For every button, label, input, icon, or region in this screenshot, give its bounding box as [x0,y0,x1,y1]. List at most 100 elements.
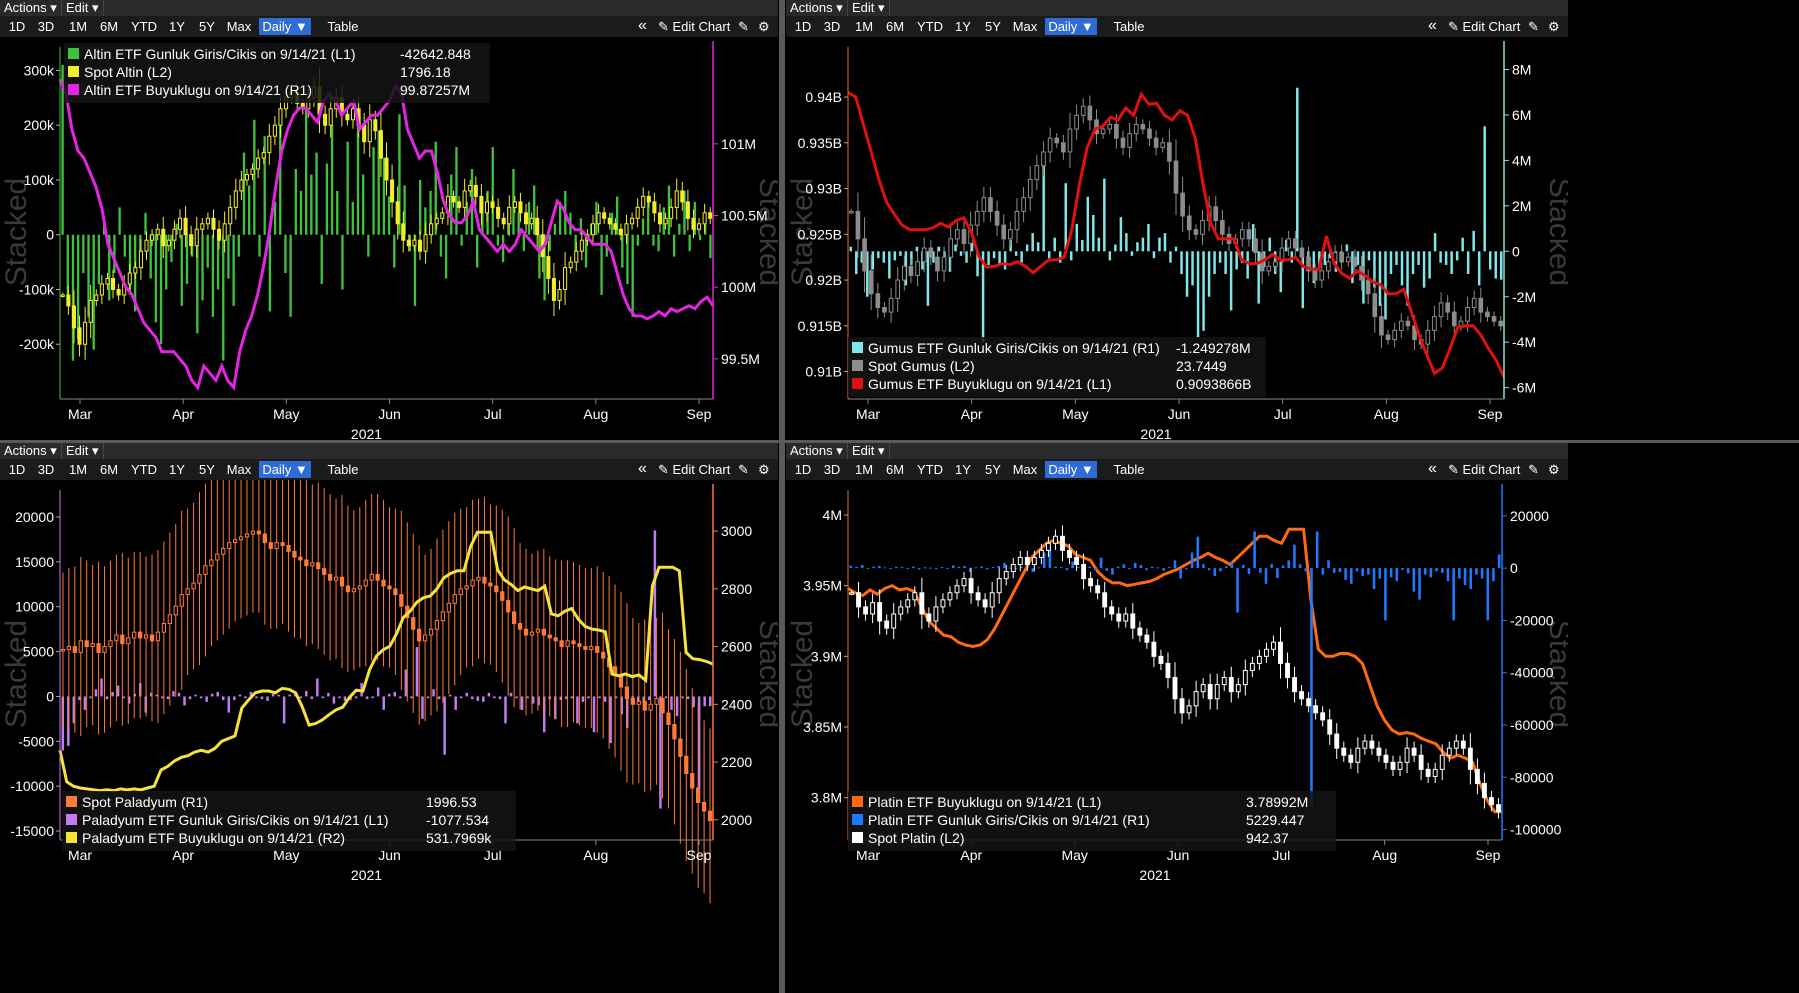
bar [672,234,676,257]
bar [1196,536,1200,569]
edit-menu-button[interactable]: Edit ▾ [62,443,104,459]
bar [520,696,524,710]
candle-body [451,195,456,203]
candle-body [1151,641,1157,657]
table-button[interactable]: Table [1113,462,1145,477]
candle-body [862,238,867,272]
period-select[interactable]: Daily ▼ [259,18,311,35]
bar [166,696,170,700]
bar [923,567,927,569]
range-button-1y[interactable]: 1Y [955,462,971,477]
table-button[interactable]: Table [327,19,359,34]
right-tick-label: 20000 [1510,508,1549,524]
actions-menu-button[interactable]: Actions ▾ [0,0,62,16]
bar [537,696,540,706]
range-button-1m[interactable]: 1M [68,19,88,34]
range-button-1d[interactable]: 1D [8,462,26,477]
settings-gear-icon[interactable]: ⚙ [758,462,770,477]
range-button-max[interactable]: Max [226,19,252,34]
bar [448,694,452,697]
collapse-icon[interactable]: « [638,17,647,34]
range-button-1d[interactable]: 1D [794,19,812,34]
range-button-1d[interactable]: 1D [8,19,26,34]
candle-body [1313,705,1319,714]
range-button-1m[interactable]: 1M [68,462,88,477]
actions-menu-button[interactable]: Actions ▾ [786,443,848,459]
annotate-pencil-icon[interactable]: ✎ [1528,462,1539,477]
table-button[interactable]: Table [327,462,359,477]
range-button-5y[interactable]: 5Y [199,19,215,34]
left-tick-label: 0.935B [798,135,842,151]
range-button-max[interactable]: Max [1012,19,1038,34]
table-button[interactable]: Table [1113,19,1145,34]
bar [1373,251,1376,288]
candle-body [1341,747,1347,756]
range-button-1d[interactable]: 1D [794,462,812,477]
range-button-1m[interactable]: 1M [854,19,874,34]
edit-menu-button[interactable]: Edit ▾ [62,0,104,16]
candle-body [395,201,400,225]
range-button-3d[interactable]: 3D [37,19,55,34]
range-button-ytd[interactable]: YTD [917,462,943,477]
bar [305,691,308,697]
range-button-5y[interactable]: 5Y [985,462,1001,477]
range-button-max[interactable]: Max [226,462,252,477]
candle-body [476,576,481,581]
period-select[interactable]: Daily ▼ [1045,18,1097,35]
edit-chart-button[interactable]: ✎ Edit Chart [1448,19,1521,34]
range-button-ytd[interactable]: YTD [131,462,157,477]
edit-chart-button[interactable]: ✎ Edit Chart [1448,462,1521,477]
range-button-1m[interactable]: 1M [854,462,874,477]
range-button-3d[interactable]: 3D [37,462,55,477]
annotate-pencil-icon[interactable]: ✎ [1528,19,1539,34]
range-button-6m[interactable]: 6M [885,462,905,477]
range-button-ytd[interactable]: YTD [917,19,943,34]
bar [100,678,103,697]
edit-menu-button[interactable]: Edit ▾ [848,443,890,459]
candle-body [1140,123,1146,130]
collapse-icon[interactable]: « [1428,17,1437,34]
bar [1031,568,1035,573]
range-button-3d[interactable]: 3D [823,19,841,34]
legend-swatch [852,342,863,353]
period-select[interactable]: Daily ▼ [259,461,311,478]
bar [399,696,402,699]
candle-body [1451,311,1457,327]
candle-body [635,206,640,219]
candle-body [613,223,618,230]
range-button-5y[interactable]: 5Y [985,19,1001,34]
bar [1321,568,1325,575]
candle-body [228,206,233,225]
watermark-left-text: Stacked [0,178,33,286]
range-button-1y[interactable]: 1Y [169,462,185,477]
annotate-pencil-icon[interactable]: ✎ [738,19,749,34]
actions-menu-button[interactable]: Actions ▾ [0,443,62,459]
left-tick-label: 0.93B [805,181,842,197]
range-button-6m[interactable]: 6M [885,19,905,34]
collapse-icon[interactable]: « [638,460,647,477]
candle-body [1326,261,1331,272]
range-button-5y[interactable]: 5Y [199,462,215,477]
settings-gear-icon[interactable]: ⚙ [758,19,770,34]
settings-gear-icon[interactable]: ⚙ [1548,19,1560,34]
bar [249,691,253,697]
left-tick-label: -200k [19,336,55,352]
collapse-icon[interactable]: « [1428,460,1437,477]
range-button-1y[interactable]: 1Y [169,19,185,34]
edit-chart-button[interactable]: ✎ Edit Chart [658,19,731,34]
series-1 [849,87,1503,343]
range-button-max[interactable]: Max [1012,462,1038,477]
annotate-pencil-icon[interactable]: ✎ [738,462,749,477]
bar [1077,567,1080,569]
range-button-6m[interactable]: 6M [99,19,119,34]
range-button-ytd[interactable]: YTD [131,19,157,34]
range-button-3d[interactable]: 3D [823,462,841,477]
bar [362,174,365,235]
actions-menu-button[interactable]: Actions ▾ [786,0,848,16]
edit-menu-button[interactable]: Edit ▾ [848,0,890,16]
range-button-6m[interactable]: 6M [99,462,119,477]
range-button-1y[interactable]: 1Y [955,19,971,34]
period-select[interactable]: Daily ▼ [1045,461,1097,478]
settings-gear-icon[interactable]: ⚙ [1548,462,1560,477]
edit-chart-button[interactable]: ✎ Edit Chart [658,462,731,477]
